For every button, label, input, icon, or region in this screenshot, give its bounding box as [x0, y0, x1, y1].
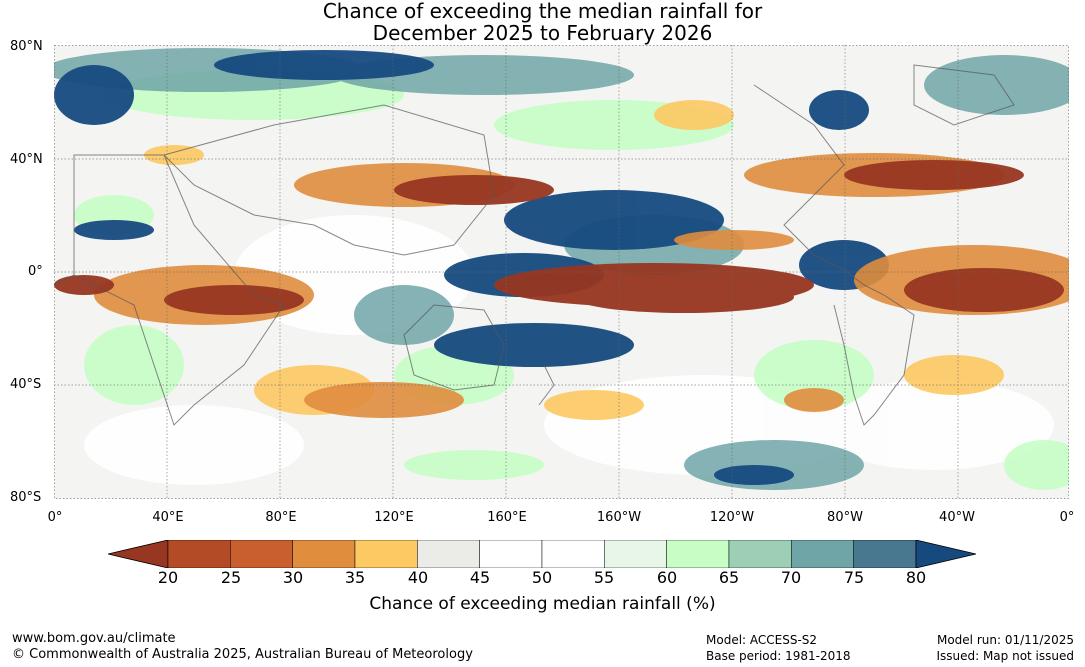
- colorbar-low-extend: [108, 540, 169, 568]
- lon-label-40w: 40°W: [939, 510, 975, 525]
- colorbar-segment: [728, 540, 792, 568]
- colorbar-tick: 80: [905, 568, 927, 587]
- issued-status: Issued: Map not issued: [936, 649, 1074, 663]
- graticule: [54, 45, 1069, 499]
- lon-label-40e: 40°E: [152, 510, 184, 525]
- colorbar-segment: [230, 540, 293, 568]
- colorbar-tick: 50: [531, 568, 553, 587]
- lon-label-120w: 120°W: [709, 510, 755, 525]
- colorbar-segment: [604, 540, 667, 568]
- map-title-line2: December 2025 to February 2026: [372, 21, 713, 45]
- colorbar-tick: 30: [282, 568, 304, 587]
- colorbar: [108, 540, 977, 568]
- rainfall-map: [54, 45, 1069, 499]
- copyright-text: © Commonwealth of Australia 2025, Austra…: [12, 647, 473, 662]
- colorbar-tick: 65: [718, 568, 740, 587]
- map-title-line1: Chance of exceeding the median rainfall …: [322, 0, 763, 23]
- colorbar-tick: 60: [656, 568, 678, 587]
- lat-label-0: 0°: [28, 264, 43, 279]
- model-name: Model: ACCESS-S2: [706, 633, 818, 647]
- colorbar-segment: [354, 540, 418, 568]
- colorbar-tick: 25: [220, 568, 242, 587]
- colorbar-segment: [666, 540, 730, 568]
- lat-label-80s: 80°S: [10, 490, 42, 505]
- colorbar-tick: 75: [843, 568, 865, 587]
- colorbar-tick: 45: [469, 568, 491, 587]
- map-title: Chance of exceeding the median rainfall …: [0, 0, 1085, 44]
- model-run-date: Model run: 01/11/2025: [936, 633, 1074, 647]
- colorbar-segment: [167, 540, 231, 568]
- wetter-strong-areas: [54, 50, 889, 485]
- lat-label-40n: 40°N: [10, 152, 43, 167]
- colorbar-high-extend: [915, 540, 977, 568]
- lon-label-0-right: 0°: [1059, 510, 1075, 525]
- lon-label-0-left: 0°: [47, 510, 63, 525]
- lat-label-40s: 40°S: [10, 377, 42, 392]
- colorbar-segment: [791, 540, 854, 568]
- colorbar-tick: 35: [344, 568, 366, 587]
- lat-label-80n: 80°N: [10, 39, 43, 54]
- base-period: Base period: 1981-2018: [706, 649, 851, 663]
- colorbar-segment: [853, 540, 917, 568]
- colorbar-tick: 70: [780, 568, 802, 587]
- colorbar-segment: [292, 540, 356, 568]
- drier-strong-areas: [54, 160, 1064, 315]
- lon-label-80e: 80°E: [265, 510, 297, 525]
- lon-label-160w: 160°W: [596, 510, 642, 525]
- colorbar-tick: 40: [407, 568, 429, 587]
- rainfall-map-svg: [54, 45, 1069, 499]
- colorbar-segment: [479, 540, 543, 568]
- website-link[interactable]: www.bom.gov.au/climate: [12, 631, 176, 646]
- coastlines: [54, 64, 1015, 426]
- lon-label-160e: 160°E: [487, 510, 527, 525]
- colorbar-tick: 55: [593, 568, 615, 587]
- colorbar-segment: [541, 540, 605, 568]
- colorbar-label: Chance of exceeding median rainfall (%): [369, 594, 716, 614]
- colorbar-segment: [417, 540, 480, 568]
- colorbar-tick: 20: [157, 568, 179, 587]
- lon-label-120e: 120°E: [374, 510, 414, 525]
- lon-label-80w: 80°W: [827, 510, 863, 525]
